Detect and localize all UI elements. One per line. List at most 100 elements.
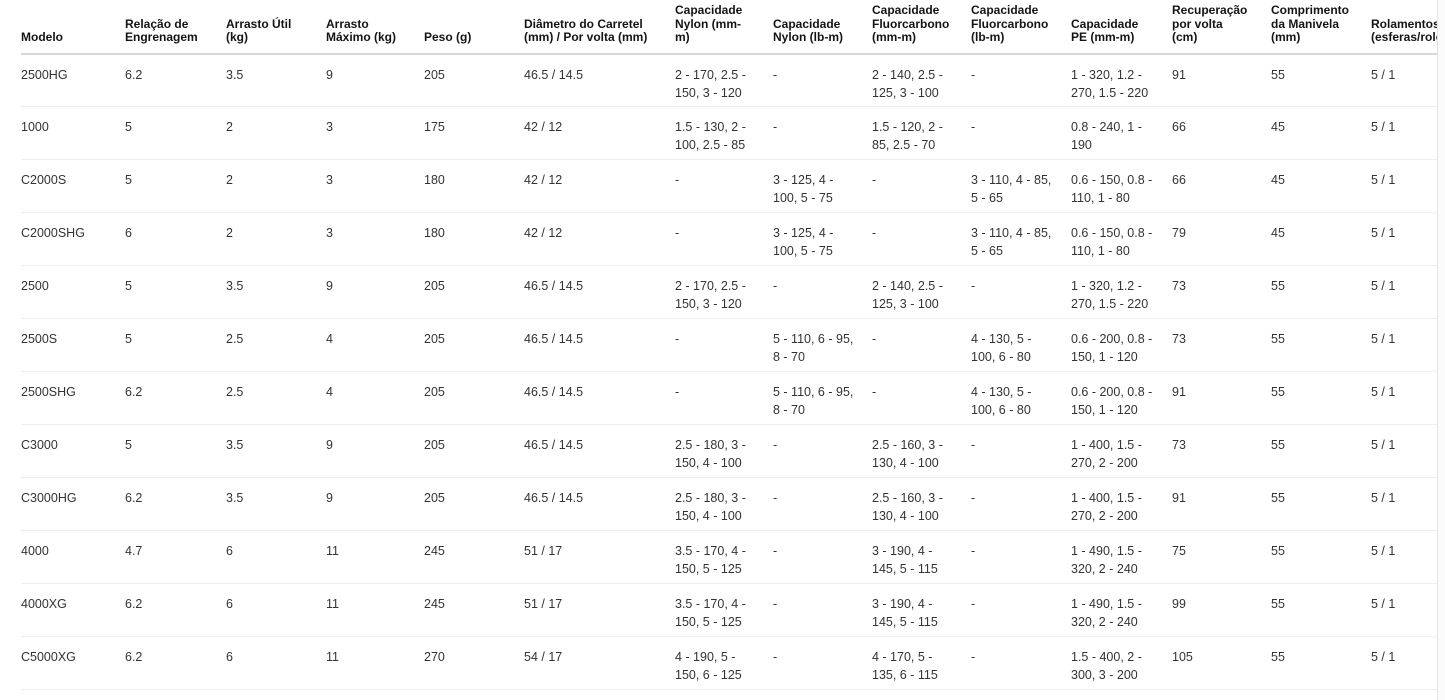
spec-cell: 5 / 1 xyxy=(1371,53,1445,107)
spec-cell: 11 xyxy=(326,530,424,584)
spec-cell: - xyxy=(773,477,872,531)
spec-cell: 5 / 1 xyxy=(1371,477,1445,531)
spec-cell: 46.5 / 14.5 xyxy=(524,53,675,107)
spec-cell: 73 xyxy=(1172,265,1271,319)
spec-cell: 9 xyxy=(326,477,424,531)
spec-cell: 11 xyxy=(326,636,424,690)
spec-cell: 55 xyxy=(1271,371,1371,425)
spec-cell: 4 - 130, 5 - 100, 6 - 80 xyxy=(971,371,1071,425)
spec-cell: - xyxy=(773,530,872,584)
spec-cell: 6.2 xyxy=(125,371,226,425)
table-row: C5000XG 6.2 6 11 270 54 / 17 4 - 190, 5 - 150,… xyxy=(21,636,1445,690)
spec-cell: 205 xyxy=(424,371,524,425)
spec-cell: 46.5 / 14.5 xyxy=(524,424,675,478)
spec-cell: 5 / 1 xyxy=(1371,159,1445,213)
spec-cell: 1 - 400, 1.5 - 270, 2 - 200 xyxy=(1071,477,1172,531)
spec-cell: - xyxy=(773,583,872,637)
spec-cell: 5 xyxy=(125,424,226,478)
spec-cell: 1 - 320, 1.2 - 270, 1.5 - 220 xyxy=(1071,265,1172,319)
spec-cell: 270 xyxy=(424,636,524,690)
spec-cell: 5 / 1 xyxy=(1371,530,1445,584)
spec-cell: 9 xyxy=(326,424,424,478)
spec-cell: 0.8 - 240, 1 - 190 xyxy=(1071,106,1172,160)
spec-cell: 205 xyxy=(424,318,524,372)
spec-cell: 4.7 xyxy=(125,530,226,584)
table-row: C2000SHG 6 2 3 180 42 / 12-3 - 125, 4 - 100, … xyxy=(21,212,1445,266)
column-header: Rolamentos (esferas/rolos) xyxy=(1371,0,1445,55)
spec-cell: 0.6 - 200, 0.8 - 150, 1 - 120 xyxy=(1071,371,1172,425)
spec-cell: 73 xyxy=(1172,318,1271,372)
spec-cell: - xyxy=(773,424,872,478)
header-row: Modelo Relação de Engrenagem Arrasto Útil … xyxy=(21,0,1445,55)
spec-cell: 3.5 xyxy=(226,53,326,107)
spec-cell: 6.2 xyxy=(125,477,226,531)
spec-cell: 3.5 xyxy=(226,424,326,478)
spec-cell: 6.2 xyxy=(125,636,226,690)
spec-cell: 1.5 - 400, 2 - 300, 3 - 200 xyxy=(1071,636,1172,690)
spec-cell: - xyxy=(773,636,872,690)
table-row: 4000 4.7 6 11 245 51 / 17 3.5 - 170, 4 - 150, … xyxy=(21,530,1445,584)
spec-cell: 245 xyxy=(424,583,524,637)
spec-cell: 6 xyxy=(226,636,326,690)
spec-cell: 3 - 125, 4 - 100, 5 - 75 xyxy=(773,159,872,213)
spec-cell: 5 - 110, 6 - 95, 8 - 70 xyxy=(773,318,872,372)
spec-cell: 3 - 110, 4 - 85, 5 - 65 xyxy=(971,159,1071,213)
spec-cell: 66 xyxy=(1172,159,1271,213)
vertical-scrollbar[interactable] xyxy=(1437,0,1445,700)
table-body: 2500HG 6.2 3.5 9 205 46.5 / 14.5 2 - 170, 2.5 … xyxy=(21,53,1445,690)
spec-cell: 54 / 17 xyxy=(524,636,675,690)
spec-cell: 75 xyxy=(1172,530,1271,584)
column-header: Diâmetro do Carretel (mm) / Por volta (m… xyxy=(524,0,675,55)
spec-cell: 3.5 xyxy=(226,477,326,531)
spec-cell: 91 xyxy=(1172,371,1271,425)
spec-cell: 5 / 1 xyxy=(1371,318,1445,372)
spec-cell: - xyxy=(773,53,872,107)
spec-cell: 5 / 1 xyxy=(1371,424,1445,478)
spec-cell: 2 - 140, 2.5 - 125, 3 - 100 xyxy=(872,265,971,319)
spec-cell: 4 xyxy=(326,371,424,425)
spec-cell: 2.5 xyxy=(226,318,326,372)
spec-cell: 2 - 170, 2.5 - 150, 3 - 120 xyxy=(675,53,773,107)
spec-cell: 5 / 1 xyxy=(1371,265,1445,319)
spec-cell: 66 xyxy=(1172,106,1271,160)
spec-cell: 5 / 1 xyxy=(1371,583,1445,637)
spec-cell: 3 - 190, 4 - 145, 5 - 115 xyxy=(872,583,971,637)
model-cell: 1000 xyxy=(21,106,125,160)
spec-cell: - xyxy=(675,318,773,372)
model-cell: C3000 xyxy=(21,424,125,478)
spec-cell: 45 xyxy=(1271,106,1371,160)
spec-cell: 245 xyxy=(424,530,524,584)
spec-cell: 91 xyxy=(1172,53,1271,107)
spec-cell: 3.5 xyxy=(226,265,326,319)
spec-cell: 1.5 - 130, 2 - 100, 2.5 - 85 xyxy=(675,106,773,160)
spec-cell: 4 xyxy=(326,318,424,372)
spec-cell: - xyxy=(971,424,1071,478)
spec-cell: 45 xyxy=(1271,212,1371,266)
spec-cell: 175 xyxy=(424,106,524,160)
spec-cell: 6 xyxy=(125,212,226,266)
spec-cell: 99 xyxy=(1172,583,1271,637)
spec-cell: 42 / 12 xyxy=(524,159,675,213)
spec-cell: 55 xyxy=(1271,424,1371,478)
spec-cell: 73 xyxy=(1172,424,1271,478)
spec-cell: 2.5 - 160, 3 - 130, 4 - 100 xyxy=(872,477,971,531)
column-header: Comprimento da Manivela (mm) xyxy=(1271,0,1371,55)
spec-cell: 3 - 125, 4 - 100, 5 - 75 xyxy=(773,212,872,266)
spec-cell: 205 xyxy=(424,53,524,107)
model-cell: 2500 xyxy=(21,265,125,319)
column-header: Arrasto Máximo (kg) xyxy=(326,0,424,55)
spec-cell: 5 xyxy=(125,265,226,319)
column-header: Peso (g) xyxy=(424,0,524,55)
column-header: Capacidade Fluorcarbono (lb-m) xyxy=(971,0,1071,55)
column-header: Capacidade Nylon (lb-m) xyxy=(773,0,872,55)
table-row: C2000S 5 2 3 180 42 / 12-3 - 125, 4 - 100, 5 … xyxy=(21,159,1445,213)
model-cell: 2500S xyxy=(21,318,125,372)
specs-table: Modelo Relação de Engrenagem Arrasto Útil … xyxy=(21,0,1445,690)
spec-cell: 6 xyxy=(226,583,326,637)
spec-cell: - xyxy=(872,318,971,372)
spec-cell: 91 xyxy=(1172,477,1271,531)
spec-cell: 2 - 140, 2.5 - 125, 3 - 100 xyxy=(872,53,971,107)
spec-cell: 5 / 1 xyxy=(1371,636,1445,690)
spec-cell: 180 xyxy=(424,212,524,266)
